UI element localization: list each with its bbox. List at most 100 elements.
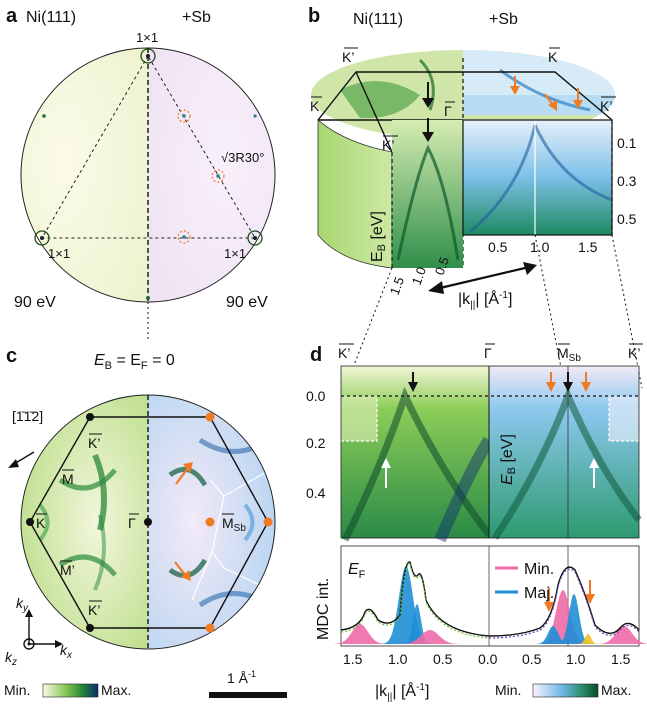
b-eb-tick-2: 0.3 [617, 173, 637, 189]
c-colorbar-max: Max. [101, 682, 131, 698]
panel-a-title-left: Ni(111) [26, 9, 76, 26]
d-k-tick-2: 1.0 [388, 651, 408, 667]
d-mdc-peaks [328, 566, 647, 644]
panel-a-letter: a [6, 5, 18, 27]
d-ef-label: EF [348, 561, 366, 581]
d-k-tick-7: 1.5 [611, 651, 631, 667]
d-k-tick-6: 1.0 [566, 651, 586, 667]
mdc-peak-8 [576, 634, 600, 644]
panel-b-title-right: +Sb [489, 11, 518, 28]
mdc-peak-3 [401, 604, 433, 644]
b-label-k-left: K [310, 98, 320, 114]
d-arpes-left [341, 366, 489, 538]
b-side-tick-1: 1.5 [387, 275, 407, 297]
energy-left-label: 90 eV [14, 294, 56, 311]
b-eb-label: EB [eV] [369, 211, 388, 262]
mdc-peak-7 [533, 626, 573, 644]
b-k-axis-label: |k||| [Å-1] [458, 289, 512, 311]
b-eb-tick-3: 0.5 [617, 211, 637, 227]
panel-a: a Ni(111) +Sb 1×1 1×1 1×1 √3R30° 90 eV 9… [6, 5, 276, 311]
d-k-tick-4: 0.0 [478, 651, 498, 667]
d-eb-tick-3: 0.4 [306, 485, 326, 501]
d-eb-label: EB [eV] [499, 434, 518, 485]
c-colorbar-min: Min. [4, 682, 30, 698]
d-mdc-label: MDC int. [315, 578, 332, 640]
bz-hexagon-top [317, 71, 613, 121]
panel-b-title-left: Ni(111) [353, 11, 403, 28]
d-colorbar-max: Max. [601, 682, 631, 698]
sqrt-spot-3 [177, 230, 191, 244]
panel-c-letter: c [6, 345, 17, 367]
c-scale-label: 1 Å-1 [227, 669, 256, 686]
d-legend-min: Min. [524, 561, 554, 578]
spot-left-circle [34, 230, 50, 246]
d-label-k-right: K’ [628, 345, 640, 361]
b-label-gamma: Γ [444, 103, 452, 119]
d-k-axis-label: |k||| [Å-1] [375, 681, 429, 703]
spot-right-circle [247, 230, 263, 246]
d-eb-tick-2: 0.2 [306, 435, 326, 451]
c-label-k-bottom: K’ [88, 602, 100, 618]
leed-left-half [21, 48, 148, 302]
d-k-tick-1: 1.5 [343, 651, 363, 667]
b-k-tick-3: 1.5 [578, 239, 598, 255]
c-colorbar [42, 683, 99, 698]
arpes-cut-left [392, 120, 463, 268]
d-k-tick-5: 0.5 [522, 651, 542, 667]
b-k-tick-2: 1.0 [530, 239, 550, 255]
b-label-k-top-right: K [548, 49, 558, 65]
b-label-k-front: K’ [382, 137, 394, 153]
leed-right-half [148, 48, 275, 302]
mdc-peak-2 [378, 566, 434, 644]
panel-b: b Ni(111) +Sb K’ K K [147, 5, 643, 389]
b-k-tick-1: 0.5 [488, 239, 508, 255]
mdc-peak-9 [592, 626, 647, 644]
c-label-m-prime: M’ [60, 562, 75, 578]
d-k-tick-3: 0.5 [433, 651, 453, 667]
c-label-m-left: M [62, 471, 74, 487]
panel-c: c EB = EF = 0 [4, 345, 287, 698]
b-eb-tick-1: 0.1 [617, 135, 637, 151]
c-axis-ky: ky [16, 595, 29, 614]
b-side-tick-3: 0.5 [432, 255, 452, 277]
panel-b-letter: b [308, 5, 320, 27]
energy-right-label: 90 eV [226, 294, 268, 311]
d-colorbar [532, 683, 599, 698]
spot-right-label: 1×1 [224, 246, 246, 261]
spot-top-circle [140, 48, 156, 64]
spot-top-label: 1×1 [136, 30, 158, 45]
b-side-tick-2: 1.0 [409, 265, 429, 287]
panel-d-letter: d [310, 344, 322, 366]
d-colorbar-min: Min. [495, 682, 521, 698]
c-label-m-sb: MSb [222, 515, 246, 534]
d-label-k-left: K’ [338, 345, 350, 361]
sqrt-label: √3R30° [221, 150, 264, 165]
mdc-peak-6 [554, 594, 594, 644]
mdc-peak-4 [394, 630, 466, 644]
c-label-gamma: Γ [128, 515, 136, 531]
panel-d: d K’ Γ MSb K’ [306, 343, 647, 703]
c-label-k-top: K’ [88, 435, 100, 451]
mdc-peak-1 [328, 624, 392, 644]
d-legend-maj: Maj. [524, 585, 554, 602]
c-direction-label: [1̄1̄2] [12, 408, 43, 424]
d-mdc-curve-right [488, 566, 640, 637]
d-eb-tick-1: 0.0 [306, 388, 326, 404]
mdc-peak-5 [535, 590, 591, 644]
c-axis-kz: kz [5, 649, 17, 668]
d-label-gamma: Γ [484, 345, 492, 361]
leed-triangle [41, 55, 256, 239]
sqrt-spot-1 [177, 109, 191, 123]
b-label-k-top-left: K’ [342, 49, 354, 65]
panel-a-title-right: +Sb [182, 9, 211, 26]
sqrt-spot-2 [211, 169, 225, 183]
d-label-m-sb: MSb [557, 345, 581, 364]
spot-left-label: 1×1 [48, 246, 70, 261]
panel-c-title: EB = EF = 0 [94, 352, 175, 372]
c-label-k-left: K [36, 515, 46, 531]
b-label-k-right: K’ [600, 98, 612, 114]
d-mdc-frame [340, 545, 640, 647]
c-axis-kx: kx [60, 642, 73, 661]
c-scale-bar [209, 692, 287, 698]
